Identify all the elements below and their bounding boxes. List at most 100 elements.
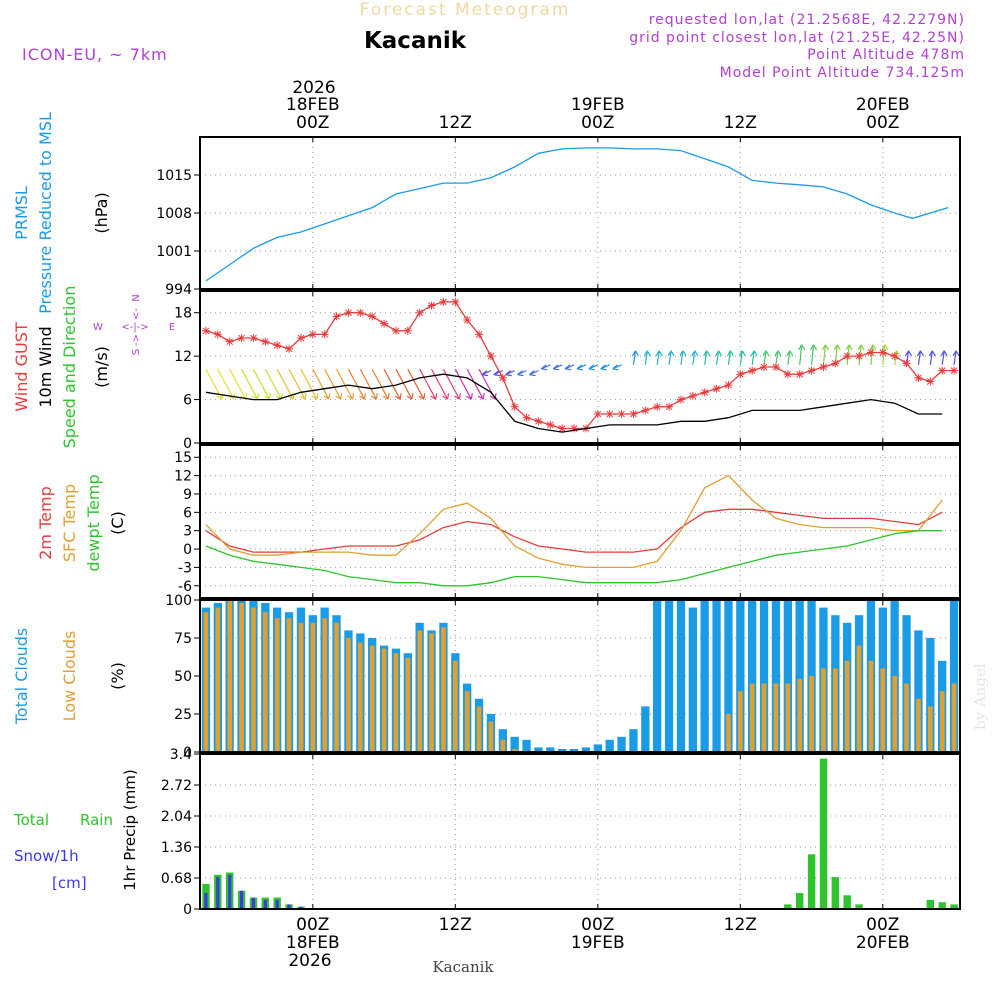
precip-snow-bar — [216, 877, 219, 909]
pressure-side-label: PRMSL — [12, 186, 31, 240]
model-label: ICON-EU, ~ 7km — [22, 45, 168, 64]
cloud-low-bar — [501, 740, 506, 752]
compass-cross-v1: <- — [131, 308, 142, 320]
cloud-total-bar — [712, 600, 720, 752]
precip-frame — [200, 754, 960, 909]
precipitation-panel: 3.42.722.041.360.680 — [161, 747, 960, 918]
temp-ytick-label: 12 — [174, 469, 192, 485]
precip-snow-bar — [204, 893, 207, 909]
precip-side-label: Rain — [80, 811, 113, 829]
precip-snow-bar — [264, 900, 267, 909]
precip-rain-bar — [820, 759, 827, 909]
bottom-time-label: 00Z — [581, 915, 614, 935]
wind-gust-point — [926, 377, 934, 385]
cloud-low-bar — [334, 623, 339, 752]
cloud-total-bar — [629, 729, 637, 752]
wind-gust-point — [380, 320, 388, 328]
cloud-low-bar — [311, 623, 316, 752]
cloud-low-bar — [358, 643, 363, 752]
cloud-low-bar — [892, 676, 897, 752]
cloud-low-bar — [370, 646, 375, 752]
wind-gust-point — [760, 363, 768, 371]
bottom-time-label: 12Z — [439, 915, 472, 935]
cloud-low-bar — [477, 706, 482, 752]
cloud-low-bar — [204, 612, 209, 752]
wind-gust-point — [950, 367, 958, 375]
cloud-low-bar — [239, 603, 244, 752]
precip-side-label: 1hr Precip (mm) — [121, 769, 139, 890]
compass-e: E — [169, 322, 175, 333]
wind-gust-point — [261, 338, 269, 346]
precip-rain-bar — [844, 895, 851, 909]
requested-coords: requested lon,lat (21.2568E, 42.2279N) — [649, 12, 965, 28]
cloud-low-bar — [797, 679, 802, 752]
wind-gust-point — [392, 327, 400, 335]
wind-gust-point — [404, 327, 412, 335]
wind-gust-point — [487, 352, 495, 360]
top-date-label: 19FEB — [571, 95, 625, 115]
cloud-low-bar — [394, 653, 399, 752]
temp-ytick-label: -3 — [178, 560, 192, 576]
pressure-ytick-label: 994 — [165, 282, 192, 298]
cloud-low-bar — [299, 623, 304, 752]
wind-ytick-label: 12 — [174, 349, 192, 365]
cloud-low-bar — [382, 649, 387, 752]
cloud-low-bar — [833, 668, 838, 752]
bottom-time-label: 00Z — [296, 915, 329, 935]
wind-gust-point — [808, 367, 816, 375]
top-date-label: 18FEB — [286, 95, 340, 115]
cloud-low-bar — [489, 722, 494, 752]
temp-frame — [200, 445, 960, 598]
top-time-label: 00Z — [296, 113, 329, 133]
cloud-low-bar — [726, 714, 731, 752]
compass-s: S — [131, 349, 142, 355]
cloud-low-bar — [429, 633, 434, 752]
precip-ytick-label: 2.04 — [161, 809, 192, 825]
wind-gust-point — [772, 363, 780, 371]
wind-speed-line — [206, 374, 942, 432]
wind-gust-point — [677, 396, 685, 404]
cloud-low-bar — [809, 676, 814, 752]
wind-gust-point — [748, 367, 756, 375]
wind-gust-point — [285, 345, 293, 353]
cloud-total-bar — [665, 600, 673, 752]
cloud-total-bar — [617, 737, 625, 752]
compass-cross-v2: -> — [131, 334, 142, 346]
precip-snow-bar — [240, 891, 243, 909]
pressure-side-label: Pressure Reduced to MSL — [36, 112, 55, 314]
precip-side-label: Snow/1h — [14, 847, 79, 865]
wind-gust-point — [724, 381, 732, 389]
wind-gust-point — [796, 370, 804, 378]
wind-ytick-label: 18 — [174, 306, 192, 322]
pressure-ytick-label: 1001 — [156, 244, 192, 260]
top-time-label: 00Z — [581, 113, 614, 133]
cloud-total-bar — [594, 744, 602, 752]
temp-ytick-label: 3 — [183, 524, 192, 540]
watermark: by Angel — [971, 663, 989, 730]
wind-gust-point — [594, 410, 602, 418]
wind-gust-point — [831, 359, 839, 367]
wind-gust-point — [238, 334, 246, 342]
cloud-low-bar — [786, 684, 791, 752]
panel-side-labels: PRMSL Pressure Reduced to MSL (hPa)Wind GU… — [12, 112, 139, 892]
temp-sfc-line — [206, 476, 942, 568]
bottom-time-label: 00Z — [866, 915, 899, 935]
cloud-total-bar — [653, 600, 661, 752]
wind-side-label: Speed and Direction — [60, 286, 79, 449]
wind-gust-point — [463, 316, 471, 324]
cloud-low-bar — [916, 699, 921, 752]
wind-gust-point — [273, 341, 281, 349]
wind-gust-point — [428, 301, 436, 309]
wind-gust-line — [206, 302, 954, 429]
clouds-ytick-label: 25 — [174, 707, 192, 723]
top-time-label: 12Z — [724, 113, 757, 133]
compass-n: N — [131, 294, 142, 301]
wind-compass: N S W E <-|-> <- -> — [93, 294, 175, 355]
temp-side-label: SFC Temp — [60, 484, 79, 562]
footer-location: Kacanik — [432, 958, 494, 976]
bottom-date-label: 18FEB — [286, 933, 340, 953]
wind-gust-point — [368, 312, 376, 320]
cloud-total-bar — [689, 608, 697, 752]
wind-gust-point — [653, 403, 661, 411]
cloud-low-bar — [441, 627, 446, 752]
